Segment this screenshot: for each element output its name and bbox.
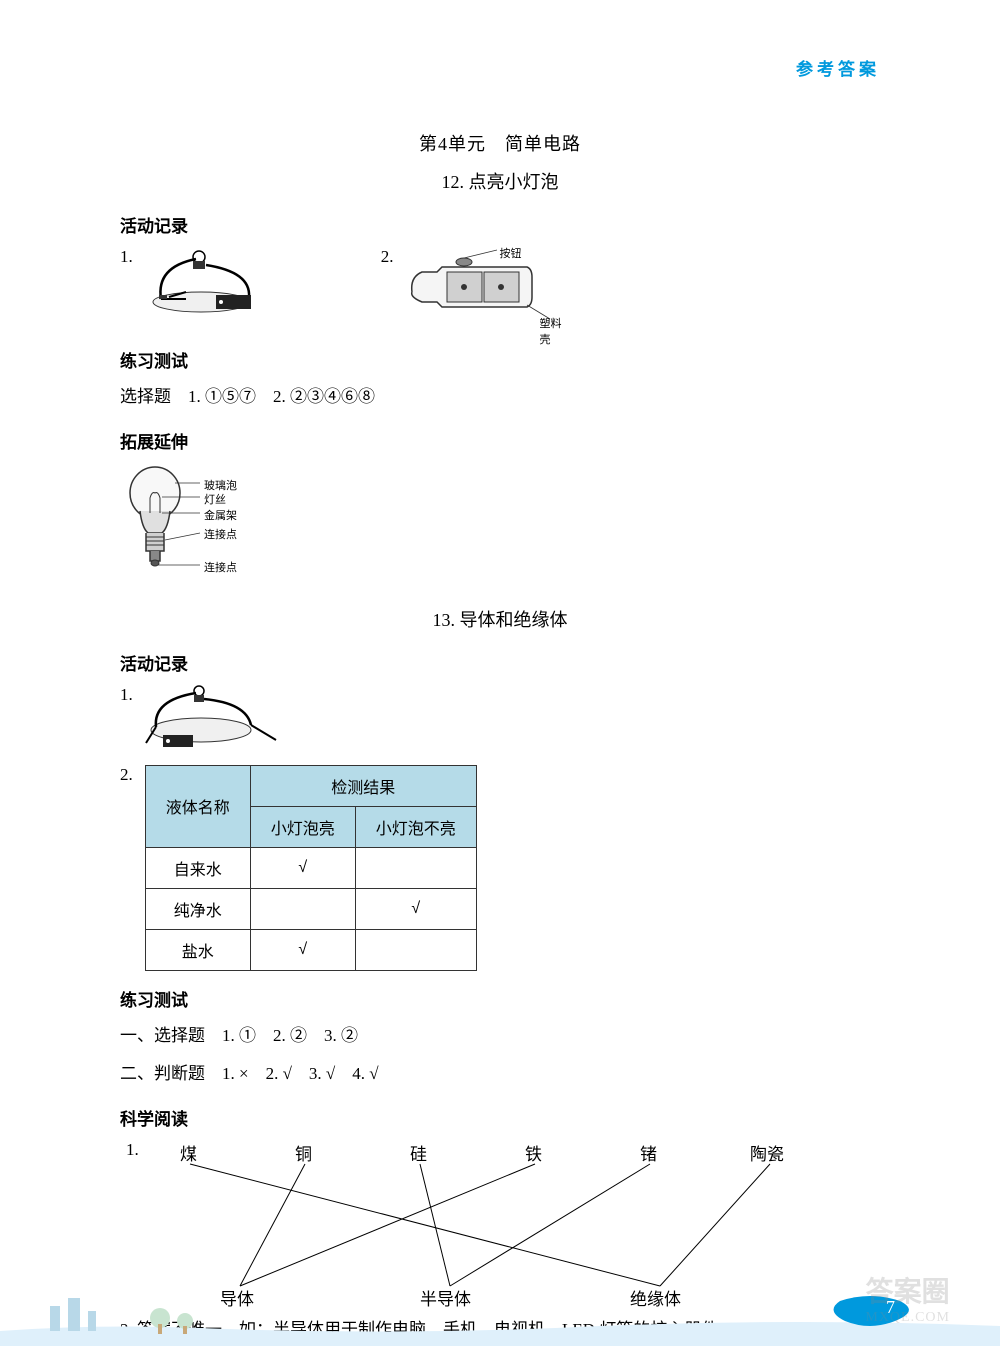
activity-record-header: 活动记录 bbox=[120, 212, 880, 237]
flashlight-button-label: 按钮 bbox=[500, 245, 522, 261]
extension-header: 拓展延伸 bbox=[120, 428, 880, 453]
practice-test-header: 练习测试 bbox=[120, 347, 880, 372]
table-cell: 自来水 bbox=[145, 847, 250, 888]
activity-images-row: 1. 2. bbox=[120, 247, 880, 332]
table-header-name: 液体名称 bbox=[145, 765, 250, 847]
bulb-frame-label: 金属架 bbox=[204, 507, 237, 523]
table-row: 盐水 √ bbox=[145, 929, 476, 970]
circuit-svg-icon bbox=[141, 247, 281, 322]
judge-answers: 二、判断题 1. × 2. √ 3. √ 4. √ bbox=[120, 1059, 880, 1090]
bulb-contact2-label: 连接点 bbox=[204, 559, 237, 575]
watermark-sub: MXQE.COM bbox=[865, 1310, 950, 1326]
table-header-result: 检测结果 bbox=[250, 765, 476, 806]
circuit2-svg-icon bbox=[141, 685, 291, 755]
bulb-filament-label: 灯丝 bbox=[204, 491, 226, 507]
item-number: 2. bbox=[381, 247, 394, 267]
science-reading-header: 科学阅读 bbox=[120, 1105, 880, 1130]
lesson-13-title: 13. 导体和绝缘体 bbox=[120, 606, 880, 632]
table-cell: √ bbox=[250, 929, 355, 970]
choice-answers-2: 一、选择题 1. ① 2. ② 3. ② bbox=[120, 1021, 880, 1052]
table-cell: √ bbox=[355, 888, 476, 929]
table-cell bbox=[250, 888, 355, 929]
table-subheader-off: 小灯泡不亮 bbox=[355, 806, 476, 847]
table-row: 纯净水 √ bbox=[145, 888, 476, 929]
practice-test-header-2: 练习测试 bbox=[120, 986, 880, 1011]
image-item-1: 1. bbox=[120, 247, 281, 322]
item-number: 1. bbox=[120, 685, 133, 705]
image-item-13-1: 1. bbox=[120, 685, 880, 755]
image-item-2: 2. 按钮 塑料壳 bbox=[381, 247, 572, 332]
unit-title: 第4单元 简单电路 bbox=[120, 130, 880, 156]
page-content: 第4单元 简单电路 12. 点亮小灯泡 活动记录 1. bbox=[120, 130, 880, 1345]
bulb-contact1-label: 连接点 bbox=[204, 526, 237, 542]
footer-decoration-icon bbox=[0, 1276, 1000, 1346]
item-number: 1. bbox=[120, 247, 133, 267]
table-cell: 纯净水 bbox=[145, 888, 250, 929]
table-cell: √ bbox=[250, 847, 355, 888]
table-cell bbox=[355, 929, 476, 970]
page-number: 7 bbox=[886, 1297, 895, 1318]
bulb-diagram: 玻璃泡 灯丝 金属架 连接点 连接点 bbox=[120, 463, 300, 588]
lesson-12-title: 12. 点亮小灯泡 bbox=[120, 168, 880, 194]
circuit-diagram bbox=[141, 247, 281, 322]
item-number: 2. bbox=[120, 765, 133, 785]
flashlight-shell-label: 塑料壳 bbox=[540, 315, 572, 347]
table-subheader-on: 小灯泡亮 bbox=[250, 806, 355, 847]
flashlight-diagram: 按钮 塑料壳 bbox=[402, 247, 572, 332]
table-cell bbox=[355, 847, 476, 888]
table-section: 2. 液体名称 检测结果 小灯泡亮 小灯泡不亮 自来水 √ 纯净水 √ 盐水 bbox=[120, 765, 880, 971]
liquid-test-table: 液体名称 检测结果 小灯泡亮 小灯泡不亮 自来水 √ 纯净水 √ 盐水 √ bbox=[145, 765, 477, 971]
watermark: 答案圈 MXQE.COM bbox=[865, 1270, 950, 1326]
header-label: 参考答案 bbox=[796, 55, 880, 80]
watermark-main: 答案圈 bbox=[865, 1270, 950, 1310]
table-row: 自来水 √ bbox=[145, 847, 476, 888]
circuit-diagram-2 bbox=[141, 685, 291, 755]
table-cell: 盐水 bbox=[145, 929, 250, 970]
activity-record-header-2: 活动记录 bbox=[120, 650, 880, 675]
choice-answers: 选择题 1. ①⑤⑦ 2. ②③④⑥⑧ bbox=[120, 382, 880, 413]
